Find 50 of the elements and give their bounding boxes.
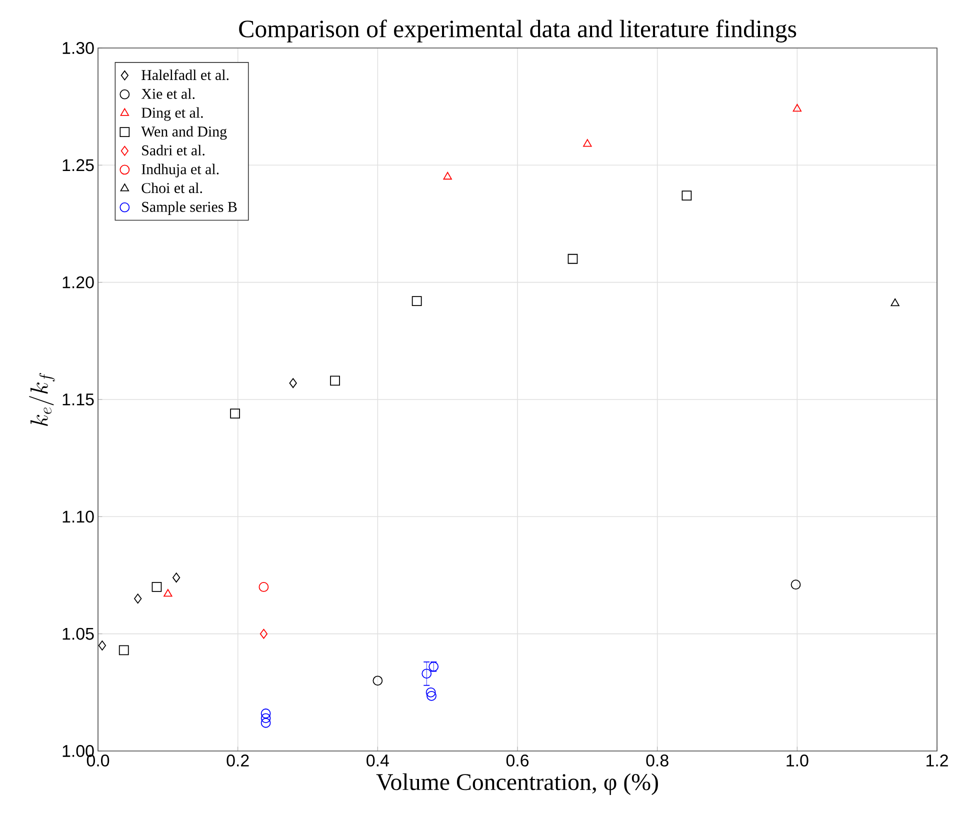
point [583,139,592,147]
point [568,254,578,264]
legend-label: Halelfadl et al. [142,69,229,80]
x-tick-label: 0.0 [86,754,110,767]
y-tick-label: 1.05 [62,628,94,640]
y-tick-label: 1.30 [62,42,94,54]
point [260,718,271,728]
point [890,298,900,306]
legend-label: Choi et al. [142,182,202,194]
y-tick-label: 1.15 [62,394,94,406]
x-tick-label: 0.2 [226,754,249,767]
point [443,172,452,180]
point [260,628,268,639]
y-tick-label: 1.00 [62,744,94,757]
legend-label: Wen and Ding [141,126,227,140]
point [260,713,271,724]
point [230,408,240,418]
point [426,687,436,698]
y-tick-label: 1.20 [62,276,94,288]
x-axis-title: Volume Concentration, φ (%) [376,773,658,796]
point [790,580,801,590]
x-tick-label: 1.2 [926,754,948,766]
point [372,676,383,686]
legend-label: Ding et al. [142,107,203,121]
x-tick-label: 0.4 [366,754,389,767]
point [792,104,802,112]
point [260,708,271,718]
point [134,594,142,604]
legend-label: Xie et al. [141,88,195,99]
point [682,190,692,201]
point [258,582,269,592]
point [330,376,340,386]
point [426,690,436,701]
point [118,645,129,656]
point [289,378,297,388]
x-tick-label: 0.6 [506,754,529,767]
y-tick-label: 1.25 [62,159,94,172]
legend-label: Sample series B [142,201,237,215]
legend-label: Sadri et al. [142,144,204,156]
point [172,572,180,583]
chart-title: Comparison of experimental data and literature findings [239,20,796,42]
x-tick-label: 0.8 [646,754,668,767]
point [98,640,106,650]
point [412,296,422,306]
y-tick-label: 1.10 [62,510,94,523]
y-axis-title: $k_e/k_f$ [29,372,55,426]
legend-label: Indhuja et al. [142,164,219,178]
point [152,582,162,592]
point [164,589,172,597]
x-tick-label: 1.0 [786,754,808,767]
